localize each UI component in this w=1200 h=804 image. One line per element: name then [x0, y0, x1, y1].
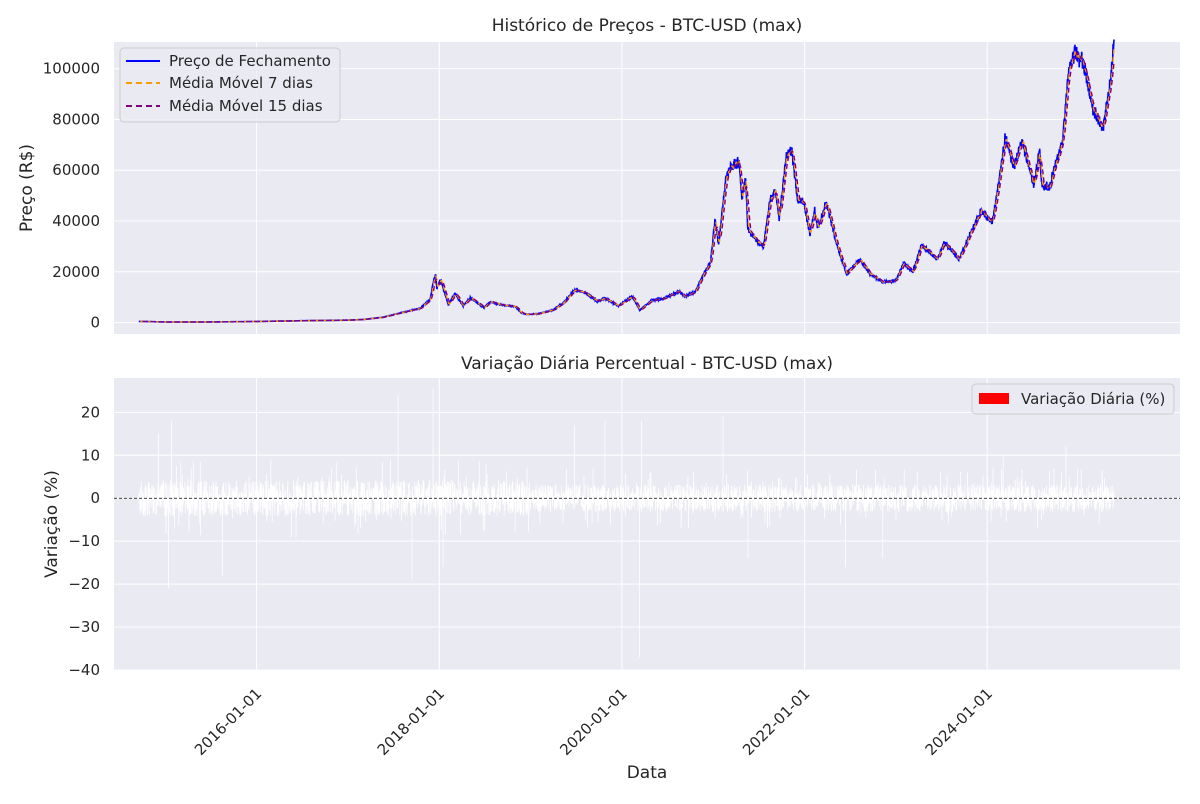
price-y-tick-label: 100000	[43, 60, 100, 78]
price-legend: Preço de Fechamento Média Móvel 7 dias M…	[119, 47, 341, 123]
price-y-tick-label: 80000	[52, 110, 100, 128]
price-chart-title: Histórico de Preços - BTC-USD (max)	[492, 16, 803, 36]
legend-label-close: Preço de Fechamento	[169, 52, 331, 70]
change-chart-title: Variação Diária Percentual - BTC-USD (ma…	[461, 354, 833, 374]
legend-label-change: Variação Diária (%)	[1021, 390, 1165, 408]
change-y-tick-label: −30	[68, 618, 100, 636]
legend-swatch-change	[979, 393, 1009, 404]
price-history-panel: 0 20000 40000 60000 80000 100000 Histórico de…	[17, 16, 1180, 334]
change-y-tick-label: −10	[68, 532, 100, 550]
change-y-axis-label: Variação (%)	[42, 470, 62, 578]
legend-label-ma7: Média Móvel 7 dias	[169, 74, 313, 92]
change-y-tick-label: 20	[81, 403, 100, 421]
change-y-tick-label: 0	[90, 489, 100, 507]
change-legend-box	[971, 383, 1175, 415]
legend-label-ma15: Média Móvel 15 dias	[169, 97, 323, 115]
price-y-tick-label: 20000	[52, 263, 100, 281]
x-axis-label: Data	[627, 763, 668, 783]
price-y-tick-label: 40000	[52, 212, 100, 230]
price-y-axis-label: Preço (R$)	[17, 144, 37, 232]
change-plot-area	[114, 378, 1180, 670]
ma15-line	[142, 51, 1115, 323]
change-y-tick-label: 10	[81, 446, 100, 464]
change-y-tick-label: −20	[68, 575, 100, 593]
change-y-tick-label: −40	[68, 661, 100, 679]
price-y-tick-label: 60000	[52, 161, 100, 179]
change-legend: Variação Diária (%)	[971, 383, 1175, 415]
price-legend-box	[119, 47, 341, 123]
price-y-tick-label: 0	[90, 314, 100, 332]
